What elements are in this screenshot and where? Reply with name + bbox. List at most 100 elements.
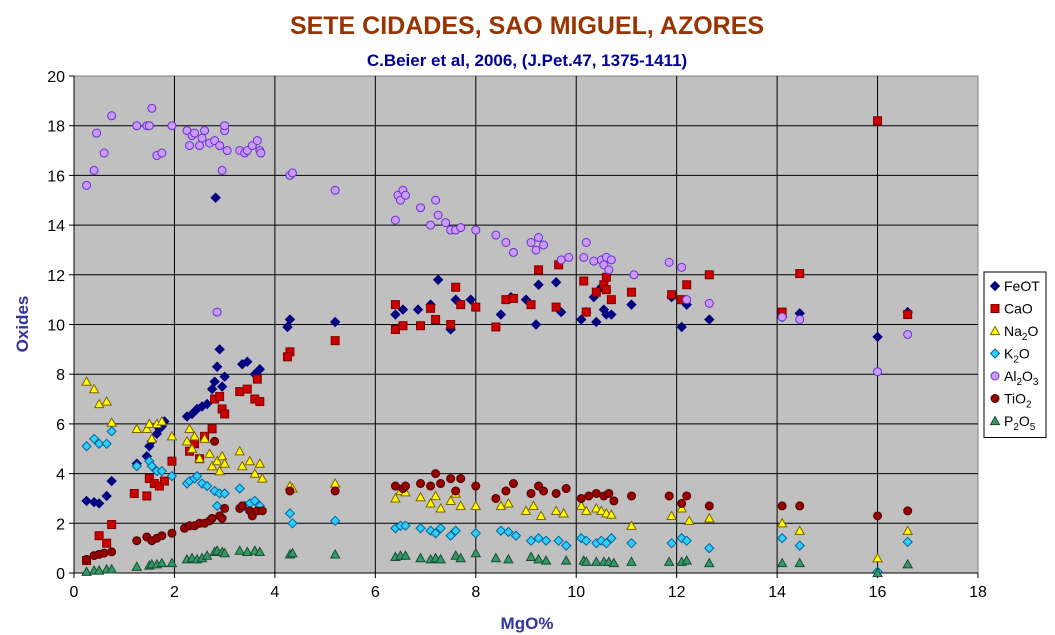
- data-point-tio2: [426, 481, 436, 491]
- legend-item-al2o3: Al2O3: [990, 368, 1039, 388]
- data-point-feot: [211, 361, 223, 372]
- data-point-na2o: [550, 505, 562, 515]
- data-point-tio2: [677, 498, 687, 508]
- data-point-k2o: [525, 535, 537, 546]
- data-point-na2o: [703, 512, 715, 523]
- legend-label-main: P: [1004, 413, 1013, 429]
- data-point-tio2: [416, 479, 426, 489]
- data-point-al2o3: [903, 329, 913, 339]
- data-point-tio2: [626, 491, 636, 501]
- data-point-cao: [207, 424, 217, 434]
- data-point-k2o: [81, 441, 92, 452]
- legend-item-p2o5: P2O5: [989, 413, 1036, 433]
- data-point-k2o: [510, 530, 522, 541]
- data-point-k2o: [450, 525, 461, 536]
- legend-label-tail: O: [1019, 413, 1030, 429]
- data-point-cao: [579, 276, 589, 286]
- data-point-al2o3: [330, 185, 340, 195]
- series-cao: [82, 116, 913, 566]
- data-point-tio2: [257, 506, 267, 516]
- data-point-al2o3: [556, 255, 566, 265]
- plot-area: 0 2 4 6 8 10 12 14 16 18 20 0 2 4 6 8 10 12 14 16 18: [47, 69, 987, 601]
- data-point-tio2: [431, 469, 441, 479]
- data-point-cao: [242, 384, 252, 394]
- data-point-cao: [167, 456, 177, 466]
- data-point-tio2: [436, 479, 446, 489]
- data-point-na2o: [535, 510, 547, 520]
- data-point-al2o3: [531, 245, 541, 255]
- x-tick-label: 14: [768, 584, 786, 601]
- gridlines: 0 2 4 6 8 10 12 14 16 18 20 0 2 4 6 8 10 12 14 16 18: [47, 69, 987, 601]
- data-point-cao: [102, 538, 112, 548]
- data-point-k2o: [902, 536, 913, 548]
- data-point-na2o: [156, 415, 168, 426]
- data-point-p2o5: [703, 557, 715, 568]
- data-point-al2o3: [217, 165, 227, 175]
- data-point-feot: [81, 495, 92, 507]
- data-point-k2o: [445, 530, 456, 541]
- x-tick-label: 2: [170, 584, 179, 601]
- data-point-na2o: [166, 430, 178, 441]
- y-tick-label: 6: [56, 417, 65, 434]
- data-point-k2o: [101, 438, 112, 449]
- data-point-cao: [235, 387, 245, 397]
- data-point-na2o: [435, 502, 446, 513]
- data-point-k2o: [146, 460, 158, 472]
- data-point-cao: [330, 336, 340, 346]
- data-point-k2o: [704, 542, 715, 554]
- data-point-na2o: [194, 453, 205, 463]
- data-point-feot: [93, 498, 105, 509]
- data-point-cao: [601, 285, 611, 295]
- data-point-na2o: [254, 458, 266, 468]
- data-point-na2o: [872, 552, 883, 563]
- data-point-k2o: [234, 483, 245, 494]
- data-point-na2o: [425, 497, 436, 508]
- legend-label-subscript: 2: [1013, 355, 1019, 366]
- legend-marker-na2o: [989, 325, 1001, 336]
- x-tick-label: 4: [270, 584, 279, 601]
- data-point-k2o: [533, 533, 544, 544]
- x-tick-label: 6: [371, 584, 380, 601]
- data-point-tio2: [446, 474, 456, 484]
- data-point-al2o3: [539, 240, 549, 250]
- data-point-tio2: [285, 486, 295, 496]
- data-point-p2o5: [533, 553, 544, 564]
- data-point-al2o3: [132, 121, 142, 131]
- data-point-na2o: [216, 450, 228, 461]
- data-point-p2o5: [219, 547, 231, 558]
- data-point-al2o3: [534, 233, 544, 243]
- data-point-cao: [255, 397, 265, 407]
- data-point-p2o5: [81, 566, 92, 576]
- data-point-p2o5: [608, 557, 620, 568]
- y-tick-label: 18: [47, 119, 65, 136]
- data-point-al2o3: [222, 146, 232, 156]
- data-point-cao: [626, 287, 636, 297]
- data-point-feot: [206, 383, 218, 395]
- data-point-feot: [186, 408, 198, 420]
- data-point-na2o: [88, 383, 100, 394]
- data-point-k2o: [681, 535, 692, 546]
- legend-label-main: K: [1004, 346, 1014, 362]
- data-point-na2o: [902, 525, 914, 535]
- data-point-al2o3: [256, 148, 266, 158]
- data-point-feot: [214, 344, 225, 355]
- data-point-k2o: [93, 438, 105, 449]
- legend-label-main: TiO: [1004, 391, 1026, 407]
- data-point-k2o: [540, 535, 552, 546]
- data-point-feot: [282, 321, 293, 333]
- data-point-al2o3: [508, 247, 518, 257]
- legend-label-na2o: Na2O: [1004, 323, 1038, 343]
- data-point-feot: [495, 309, 507, 320]
- data-point-k2o: [284, 508, 296, 519]
- data-point-na2o: [206, 460, 218, 471]
- data-point-tio2: [501, 486, 511, 496]
- data-point-cao: [471, 302, 481, 312]
- data-point-al2o3: [220, 121, 230, 131]
- data-point-p2o5: [93, 564, 105, 575]
- data-point-cao: [215, 392, 225, 402]
- data-point-cao: [501, 295, 511, 305]
- data-point-cao: [601, 272, 611, 282]
- data-point-p2o5: [776, 557, 788, 568]
- data-point-al2o3: [433, 210, 443, 220]
- data-point-p2o5: [329, 548, 341, 559]
